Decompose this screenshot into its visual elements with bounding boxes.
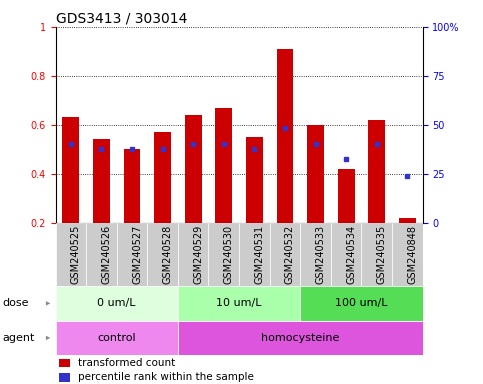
- Text: GSM240525: GSM240525: [71, 225, 81, 284]
- Text: dose: dose: [2, 298, 29, 308]
- Bar: [392, 223, 423, 286]
- Text: transformed count: transformed count: [78, 358, 175, 368]
- Bar: [86, 223, 117, 286]
- Text: GSM240535: GSM240535: [377, 225, 387, 284]
- Text: 0 um/L: 0 um/L: [98, 298, 136, 308]
- Bar: [124, 149, 141, 223]
- Bar: [277, 49, 293, 223]
- Bar: [56, 286, 178, 321]
- Text: GSM240529: GSM240529: [193, 225, 203, 284]
- Bar: [338, 169, 355, 223]
- Bar: [246, 137, 263, 223]
- Bar: [185, 115, 201, 223]
- Text: GSM240528: GSM240528: [163, 225, 172, 284]
- Bar: [300, 223, 331, 286]
- Bar: [399, 218, 416, 223]
- Text: control: control: [98, 333, 136, 343]
- Text: GSM240533: GSM240533: [315, 225, 326, 284]
- Text: percentile rank within the sample: percentile rank within the sample: [78, 372, 254, 382]
- Text: GSM240848: GSM240848: [407, 225, 417, 284]
- Text: GSM240532: GSM240532: [285, 225, 295, 284]
- Bar: [239, 223, 270, 286]
- Text: GSM240531: GSM240531: [255, 225, 264, 284]
- Bar: [369, 120, 385, 223]
- Bar: [117, 223, 147, 286]
- Bar: [270, 223, 300, 286]
- Bar: [56, 223, 86, 286]
- Bar: [59, 373, 70, 382]
- Text: GDS3413 / 303014: GDS3413 / 303014: [56, 12, 187, 25]
- Text: agent: agent: [2, 333, 35, 343]
- Bar: [178, 321, 423, 355]
- Bar: [178, 223, 209, 286]
- Bar: [178, 286, 300, 321]
- Bar: [209, 223, 239, 286]
- Bar: [93, 139, 110, 223]
- Text: GSM240526: GSM240526: [101, 225, 112, 284]
- Bar: [215, 108, 232, 223]
- Text: GSM240534: GSM240534: [346, 225, 356, 284]
- Text: GSM240530: GSM240530: [224, 225, 234, 284]
- Text: homocysteine: homocysteine: [261, 333, 340, 343]
- Bar: [147, 223, 178, 286]
- Text: 100 um/L: 100 um/L: [335, 298, 388, 308]
- Text: 10 um/L: 10 um/L: [216, 298, 262, 308]
- Bar: [56, 321, 178, 355]
- Bar: [62, 118, 79, 223]
- Bar: [307, 125, 324, 223]
- Bar: [59, 359, 70, 367]
- Bar: [300, 286, 423, 321]
- Bar: [154, 132, 171, 223]
- Bar: [331, 223, 361, 286]
- Bar: [361, 223, 392, 286]
- Text: GSM240527: GSM240527: [132, 225, 142, 284]
